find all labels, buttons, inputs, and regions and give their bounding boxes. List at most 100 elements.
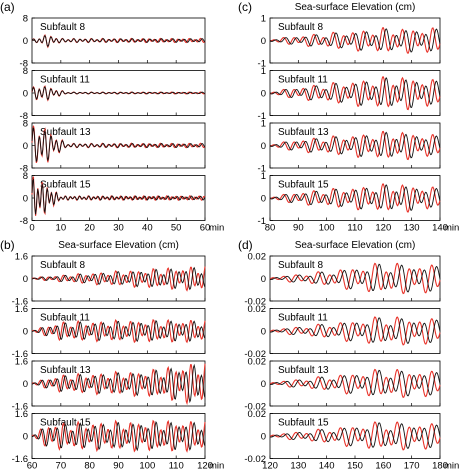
subplot-c-2: -1 0 1 Subfault 11 [258,66,441,122]
synthetic-waveform [31,127,206,162]
y-tick-label: -0.02 [244,297,266,308]
y-tick-label: -1.6 [12,297,28,308]
x-tick-label: 80 [84,461,95,472]
x-unit-label: min [444,461,459,472]
x-tick-label: 110 [347,223,362,234]
y-tick-label: 1.6 [15,252,28,263]
y-tick-label: 0 [23,89,28,100]
y-tick-label: -0.02 [244,402,266,413]
subplot-b-3: -1.6 0 1.6 Subfault 13 [12,357,206,413]
subplot-d-3: -0.02 0 0.02 Subfault 13 [244,357,441,413]
y-tick-label: 8 [23,119,28,130]
x-tick-label: 0 [29,223,34,234]
y-tick-label: 0 [23,327,28,338]
subplot-a-1: -8 0 8 Subfault 8 [20,14,206,70]
subplot-b-1: -1.6 0 1.6 Subfault 8 [12,252,206,308]
subfault-label: Subfault 15 [278,418,329,429]
y-tick-label: 0 [261,89,266,100]
x-tick-label: 160 [375,461,391,472]
subfault-label: Subfault 15 [40,180,91,191]
observed-waveform [269,76,441,111]
y-tick-label: -1 [258,216,266,227]
y-tick-label: 0 [261,379,266,390]
x-tick-label: 30 [113,223,124,234]
y-tick-label: -1 [258,111,266,122]
synthetic-waveform [31,178,206,215]
x-unit-label: min [209,223,224,234]
y-tick-label: 0 [23,379,28,390]
x-tick-label: 90 [113,461,124,472]
y-tick-label: 0 [261,194,266,205]
panel-label-a: (a) [0,0,15,14]
panel-title-d: Sea-surface Elevation (cm) [295,240,416,251]
synthetic-waveform [269,263,441,293]
x-tick-label: 110 [169,461,184,472]
y-tick-label: 1.6 [15,357,28,368]
panel-title-c: Sea-surface Elevation (cm) [295,2,416,13]
x-tick-label: 120 [262,461,278,472]
subfault-label: Subfault 11 [278,313,328,324]
subfault-label: Subfault 13 [40,365,91,376]
x-tick-label: 100 [139,461,155,472]
subfault-label: Subfault 15 [40,418,91,429]
x-tick-label: 180 [432,461,448,472]
synthetic-waveform [31,34,206,48]
panel-d: (d) Sea-surface Elevation (cm) -0.02 0 0.02 S… [238,238,459,472]
subfault-label: Subfault 11 [40,75,90,86]
synthetic-waveform [269,422,441,449]
y-tick-label: 8 [23,66,28,77]
synthetic-waveform [269,77,441,109]
subplot-d-4: -0.02 0 0.02 Subfault 15 120 130 140 150 160 170 1… [244,409,459,472]
y-tick-label: -8 [20,59,28,70]
y-tick-label: 0.02 [248,252,267,263]
panel-title-b: Sea-surface Elevation (cm) [58,240,179,251]
y-tick-label: -1 [258,164,266,175]
panel-label-d: (d) [238,238,253,252]
y-tick-label: 1 [261,119,266,130]
x-unit-label: min [444,223,459,234]
x-tick-label: 140 [432,223,448,234]
y-tick-label: 0 [261,36,266,47]
y-tick-label: 8 [23,14,28,25]
y-tick-label: 0 [23,432,28,443]
y-tick-label: 0.02 [248,357,267,368]
subplot-a-3: -8 0 8 Subfault 13 [20,119,206,175]
synthetic-waveform [269,131,441,159]
panel-b: (b) Sea-surface Elevation (cm) -1.6 0 1.6 Sub… [0,238,224,472]
subfault-label: Subfault 13 [40,127,91,138]
x-tick-label: 90 [293,223,304,234]
synthetic-waveform [269,317,441,344]
x-tick-label: 60 [27,461,38,472]
x-tick-label: 10 [56,223,67,234]
subfault-label: Subfault 15 [278,180,329,191]
x-tick-label: 150 [347,461,363,472]
y-tick-label: 0 [261,432,266,443]
synthetic-waveform [31,319,206,343]
subfault-label: Subfault 11 [40,313,90,324]
synthetic-waveform [31,420,206,452]
y-tick-label: 0.02 [248,304,267,315]
y-tick-label: 0 [261,327,266,338]
subfault-label: Subfault 13 [278,365,329,376]
subplot-b-2: -1.6 0 1.6 Subfault 11 [12,304,206,360]
subplot-d-2: -0.02 0 0.02 Subfault 11 [244,304,441,360]
y-tick-label: -1 [258,59,266,70]
y-tick-label: 0 [23,194,28,205]
x-tick-label: 40 [142,223,153,234]
x-tick-label: 80 [265,223,276,234]
x-tick-label: 50 [171,223,182,234]
y-tick-label: 0 [23,274,28,285]
panel-label-c: (c) [238,0,252,14]
subfault-label: Subfault 13 [278,127,329,138]
subfault-label: Subfault 8 [40,260,85,271]
x-tick-label: 100 [319,223,335,234]
y-tick-label: 0 [261,141,266,152]
observed-waveform [31,266,206,292]
subplot-c-1: -1 0 1 Subfault 8 [258,14,441,70]
synthetic-waveform [31,363,206,404]
synthetic-waveform [269,28,441,53]
subplot-a-2: -8 0 8 Subfault 11 [20,66,206,122]
y-tick-label: 1 [261,66,266,77]
